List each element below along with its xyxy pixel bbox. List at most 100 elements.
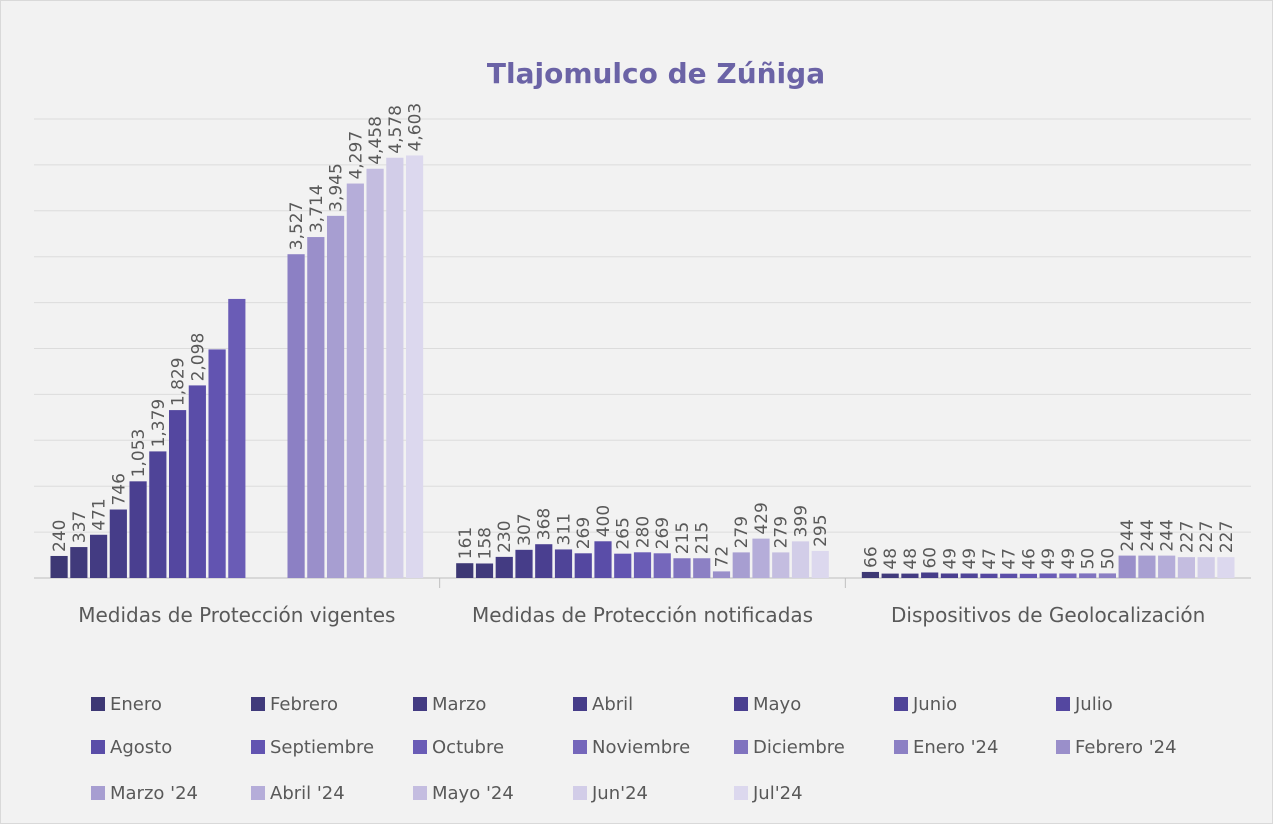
legend-label: Agosto [110,737,173,758]
bar [594,541,612,578]
x-tick-label: Dispositivos de Geolocalización [891,603,1206,627]
legend-swatch [91,786,105,800]
bar [515,549,533,578]
bar [495,556,513,578]
data-label: 158 [476,527,496,559]
bar [405,155,424,579]
bar [208,349,226,578]
x-tick-label: Medidas de Protección vigentes [78,603,396,627]
bar [712,571,731,578]
legend-swatch [413,786,427,800]
bar [772,552,790,578]
legend-item: Septiembre [251,737,374,758]
bar [346,183,364,578]
legend-label: Octubre [432,737,505,758]
legend-label: Junio [913,694,958,715]
bar [1118,555,1136,578]
data-label: 48 [881,548,901,570]
bar [901,573,919,578]
data-label: 3,527 [287,202,307,251]
bar [1158,555,1176,578]
bar [693,558,711,578]
bar [1098,573,1117,578]
legend-swatch [734,786,748,800]
bar [366,168,384,578]
data-label: 48 [901,548,921,570]
legend-label: Abril [592,694,634,715]
bar [386,157,404,578]
legend-swatch [894,740,908,754]
data-label: 47 [1000,548,1020,570]
bar [960,573,978,578]
bar [653,553,671,578]
data-label: 1,829 [169,357,189,406]
chart-title: Tlajomulco de Zúñiga [486,57,826,90]
data-label: 60 [921,547,941,569]
data-label: 399 [791,505,811,537]
legend-item: Febrero '24 [1056,737,1177,758]
legend-item: Febrero [251,694,338,715]
legend-item: Enero [91,694,162,715]
data-label: 471 [90,498,110,530]
bar [89,534,108,578]
legend-label: Julio [1075,694,1113,715]
legend-item: Mayo [734,694,801,715]
legend-swatch [91,697,105,711]
legend-item: Jun'24 [573,783,648,804]
data-label: 1,053 [129,429,149,478]
data-label: 746 [109,473,129,505]
data-label: 295 [811,514,831,546]
legend-label: Septiembre [270,737,375,758]
bar [475,563,494,578]
bar [1059,573,1077,578]
data-label: 265 [614,517,634,549]
data-label: 279 [732,516,752,548]
data-label: 47 [980,548,1000,570]
legend-swatch [734,740,748,754]
data-label: 227 [1177,521,1197,553]
legend-item: Diciembre [734,737,845,758]
legend-label: Febrero '24 [1075,737,1177,758]
bar [614,553,632,578]
data-label: 244 [1138,519,1158,551]
legend-swatch [573,786,587,800]
bar [940,573,959,578]
data-label: 46 [1019,548,1039,570]
bar [881,573,899,578]
data-label: 66 [861,546,881,568]
legend-item: Abril '24 [251,783,345,804]
legend-item: Junio [894,694,957,715]
bar [307,237,325,578]
data-label: 1,379 [149,399,169,448]
legend-swatch [251,697,265,711]
bar [535,544,553,578]
legend-swatch [894,697,908,711]
data-label: 3,945 [327,163,347,212]
legend-swatch [413,740,427,754]
legend-label: Marzo '24 [110,783,198,804]
bar [673,558,691,578]
data-label: 4,458 [366,116,386,165]
legend-label: Enero [110,694,162,715]
legend-item: Mayo '24 [413,783,514,804]
legend-label: Enero '24 [913,737,999,758]
legend-label: Noviembre [592,737,691,758]
legend-label: Mayo '24 [432,783,514,804]
legend-item: Noviembre [573,737,690,758]
bar [1217,557,1235,578]
legend-swatch [1056,740,1070,754]
bar [861,571,880,578]
data-label: 4,578 [386,105,406,154]
bar [326,215,345,578]
data-label: 400 [594,505,614,537]
data-label: 368 [535,508,555,540]
bar [752,538,770,578]
bar [1138,555,1156,578]
data-label: 4,297 [346,131,366,180]
bar [921,572,939,578]
data-label: 2,098 [188,333,208,382]
data-label: 230 [495,520,515,552]
bar [188,385,206,578]
